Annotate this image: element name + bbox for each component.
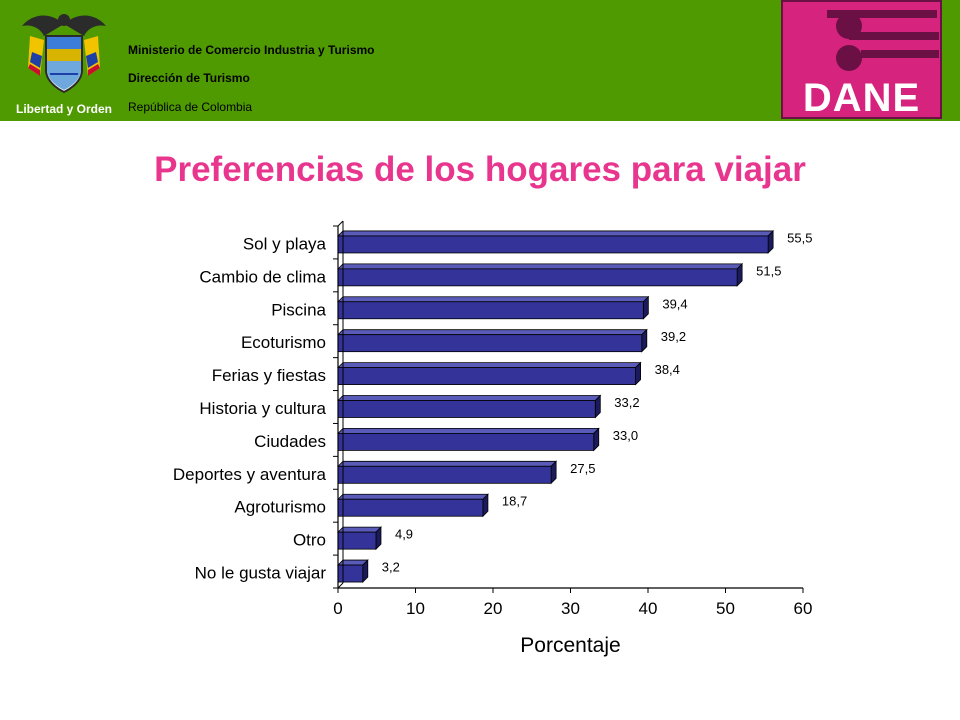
bar-1: [337, 229, 775, 254]
data-label: 39,4: [662, 296, 687, 311]
bar-10: [337, 526, 382, 551]
category-label: Ecoturismo: [241, 333, 326, 352]
bar-front-face: [337, 433, 595, 451]
bar-front-face: [337, 235, 769, 254]
data-label: 39,2: [661, 329, 686, 344]
bar-front-face: [337, 531, 377, 550]
bar-front-face: [337, 498, 484, 517]
bar-top-face: [337, 362, 642, 368]
bar-top-face: [337, 493, 489, 500]
bar-front-face: [337, 564, 364, 583]
org-line-ministerio: Ministerio de Comercio Industria y Turis…: [128, 43, 375, 57]
bar-top-face: [337, 428, 600, 434]
x-tick-label: 60: [794, 599, 813, 618]
data-label: 27,5: [570, 461, 595, 476]
category-label: Historia y cultura: [199, 399, 326, 418]
category-label: Agroturismo: [234, 498, 326, 517]
bar-top-face: [337, 230, 775, 237]
page-title: Preferencias de los hogares para viajar: [154, 150, 806, 189]
bar-front-face: [337, 334, 643, 353]
plot-top-edge: [337, 220, 344, 227]
data-label: 4,9: [395, 527, 413, 542]
category-label: No le gusta viajar: [195, 564, 327, 583]
bar-front-face: [337, 367, 637, 385]
axis-layer: Sol y playa 55,5 Cambio de clima 51,5 Piscin…: [173, 220, 813, 657]
x-tick-label: 10: [406, 599, 425, 618]
data-label: 51,5: [756, 263, 781, 278]
bar-9: [337, 493, 489, 518]
x-axis-title: Porcentaje: [520, 634, 620, 657]
plot-floor-edge: [337, 582, 344, 589]
bar-front-face: [337, 465, 552, 484]
x-tick-label: 50: [716, 599, 735, 618]
bar-front-face: [337, 301, 644, 320]
bar-top-face: [337, 296, 650, 303]
header-banner: Libertad y Orden Ministerio de Comercio …: [0, 0, 960, 121]
data-label: 33,2: [614, 395, 639, 410]
dane-logo: DANE: [781, 0, 942, 120]
x-tick-label: 40: [639, 599, 658, 618]
bar-6: [337, 394, 602, 419]
bar-2: [337, 262, 744, 287]
bar-top-face: [337, 329, 648, 336]
bar-4: [337, 328, 648, 353]
bars-layer: [337, 229, 775, 584]
colombia-coat-of-arms-logo: Libertad y Orden: [14, 6, 114, 118]
bar-top-face: [337, 526, 382, 533]
bar-3: [337, 295, 650, 320]
x-tick-label: 30: [561, 599, 580, 618]
bar-front-face: [337, 268, 738, 287]
category-label: Deportes y aventura: [173, 465, 327, 484]
crest-caption: Libertad y Orden: [15, 102, 113, 116]
bar-top-face: [337, 395, 602, 401]
data-label: 55,5: [787, 230, 812, 245]
x-tick-label: 0: [333, 599, 342, 618]
category-label: Piscina: [271, 300, 326, 319]
org-line-direccion: Dirección de Turismo: [128, 71, 250, 85]
data-label: 3,2: [382, 560, 400, 575]
category-label: Cambio de clima: [199, 267, 326, 286]
category-label: Otro: [293, 531, 326, 550]
bar-front-face: [337, 400, 596, 418]
data-label: 18,7: [502, 494, 527, 509]
bar-11: [337, 559, 369, 584]
data-label: 38,4: [655, 362, 680, 377]
bar-7: [337, 427, 600, 452]
category-label: Ferias y fiestas: [212, 366, 326, 385]
bar-top-face: [337, 263, 744, 270]
dane-logo-text: DANE: [802, 76, 921, 120]
x-tick-label: 20: [484, 599, 503, 618]
org-line-republica: República de Colombia: [128, 100, 253, 114]
bar-8: [337, 460, 558, 485]
bar-5: [337, 361, 642, 386]
category-label: Ciudades: [254, 432, 326, 451]
category-label: Sol y playa: [243, 234, 327, 253]
bar-top-face: [337, 460, 558, 467]
data-label: 33,0: [613, 428, 638, 443]
